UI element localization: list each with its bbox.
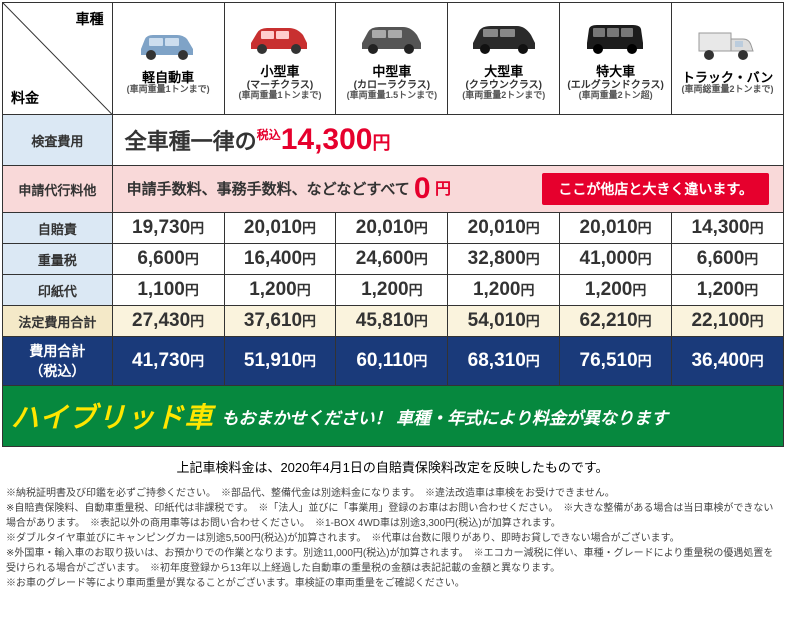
price-cell: 24,600円	[336, 244, 448, 275]
price-cell: 54,010円	[448, 306, 560, 337]
hybrid-cell: ハイブリッド車 もおまかせください！ 車種・年式により料金が異なります	[3, 386, 784, 447]
juryozei-label: 重量税	[3, 244, 113, 275]
price-cell: 76,510円	[560, 337, 672, 386]
price-cell: 60,110円	[336, 337, 448, 386]
price-cell: 51,910円	[224, 337, 336, 386]
car-name: 小型車	[227, 64, 334, 80]
price-cell: 22,100円	[672, 306, 784, 337]
price-cell: 19,730円	[112, 213, 224, 244]
hybrid-title: ハイブリッド車	[11, 396, 213, 436]
hybrid-row: ハイブリッド車 もおまかせください！ 車種・年式により料金が異なります	[3, 386, 784, 447]
car-header-4: 特大車 (エルグランドクラス) (車両重量2トン超)	[560, 3, 672, 115]
difference-badge: ここが他店と大きく違います。	[542, 173, 769, 205]
price-cell: 14,300円	[672, 213, 784, 244]
car-icon	[464, 18, 544, 58]
price-cell: 37,610円	[224, 306, 336, 337]
car-header-0: 軽自動車 (車両重量1トンまで)	[112, 3, 224, 115]
price-cell: 20,010円	[448, 213, 560, 244]
price-cell: 27,430円	[112, 306, 224, 337]
agency-row: 申請代行料他 申請手数料、事務手数料、などなどすべて 0 円 ここが他店と大きく…	[3, 166, 784, 213]
price-cell: 36,400円	[672, 337, 784, 386]
car-icon	[352, 18, 432, 58]
car-header-3: 大型車 (クラウンクラス) (車両重量2トンまで)	[448, 3, 560, 115]
car-icon	[688, 24, 768, 64]
car-weight: (車両重量1.5トンまで)	[338, 91, 445, 101]
car-weight: (車両重量1トンまで)	[227, 91, 334, 101]
price-cell: 20,010円	[560, 213, 672, 244]
car-header-1: 小型車 (マーチクラス) (車両重量1トンまで)	[224, 3, 336, 115]
inspection-value: 全車種一律の税込14,300円	[112, 115, 783, 166]
price-cell: 41,730円	[112, 337, 224, 386]
price-cell: 1,200円	[448, 275, 560, 306]
car-icon	[128, 24, 208, 64]
price-cell: 6,600円	[112, 244, 224, 275]
jibaiseki-row: 自賠責 19,730円 20,010円 20,010円 20,010円 20,0…	[3, 213, 784, 244]
car-weight: (車両重量2トン超)	[562, 91, 669, 101]
inshi-row: 印紙代 1,100円 1,200円 1,200円 1,200円 1,200円 1…	[3, 275, 784, 306]
car-name: 中型車	[338, 64, 445, 80]
fine-print: ※納税証明書及び印鑑を必ずご持参ください。 ※部品代、整備代金は別途料金になりま…	[6, 486, 779, 591]
car-name: 軽自動車	[115, 70, 222, 86]
price-cell: 41,000円	[560, 244, 672, 275]
price-table: 車種 料金 軽自動車 (車両重量1トンまで) 小型車 (マーチクラス) (車両重…	[2, 2, 784, 447]
price-cell: 1,200円	[336, 275, 448, 306]
total-label: 費用合計 （税込）	[3, 337, 113, 386]
price-cell: 16,400円	[224, 244, 336, 275]
price-cell: 1,200円	[672, 275, 784, 306]
car-icon	[240, 18, 320, 58]
price-cell: 62,210円	[560, 306, 672, 337]
revision-note: 上記車検料金は、2020年4月1日の自賠責保険料改定を反映したものです。	[4, 457, 781, 476]
hybrid-text: もおまかせください！ 車種・年式により料金が異なります	[221, 404, 667, 429]
car-weight: (車両総重量2トンまで)	[674, 85, 781, 95]
price-cell: 32,800円	[448, 244, 560, 275]
price-cell: 6,600円	[672, 244, 784, 275]
price-cell: 45,810円	[336, 306, 448, 337]
jibaiseki-label: 自賠責	[3, 213, 113, 244]
inspection-row: 検査費用 全車種一律の税込14,300円	[3, 115, 784, 166]
header-car-type: 車種	[76, 9, 104, 29]
hotei-row: 法定費用合計 27,430円 37,610円 45,810円 54,010円 6…	[3, 306, 784, 337]
price-cell: 20,010円	[336, 213, 448, 244]
total-row: 費用合計 （税込） 41,730円 51,910円 60,110円 68,310…	[3, 337, 784, 386]
header-fee: 料金	[11, 88, 39, 108]
agency-label: 申請代行料他	[3, 166, 113, 213]
car-name: 特大車	[562, 64, 669, 80]
agency-cell: 申請手数料、事務手数料、などなどすべて 0 円 ここが他店と大きく違います。	[112, 166, 783, 213]
car-header-5: トラック・バン (車両総重量2トンまで)	[672, 3, 784, 115]
price-cell: 1,200円	[560, 275, 672, 306]
car-weight: (車両重量2トンまで)	[450, 91, 557, 101]
price-cell: 20,010円	[224, 213, 336, 244]
inshi-label: 印紙代	[3, 275, 113, 306]
price-cell: 1,100円	[112, 275, 224, 306]
agency-text: 申請手数料、事務手数料、などなどすべて 0 円	[127, 172, 451, 206]
car-header-2: 中型車 (カローラクラス) (車両重量1.5トンまで)	[336, 3, 448, 115]
diagonal-header: 車種 料金	[3, 3, 113, 115]
price-cell: 68,310円	[448, 337, 560, 386]
car-name: 大型車	[450, 64, 557, 80]
car-name: トラック・バン	[674, 70, 781, 86]
car-icon	[576, 18, 656, 58]
hotei-label: 法定費用合計	[3, 306, 113, 337]
juryozei-row: 重量税 6,600円 16,400円 24,600円 32,800円 41,00…	[3, 244, 784, 275]
car-weight: (車両重量1トンまで)	[115, 85, 222, 95]
header-row: 車種 料金 軽自動車 (車両重量1トンまで) 小型車 (マーチクラス) (車両重…	[3, 3, 784, 115]
inspection-label: 検査費用	[3, 115, 113, 166]
price-cell: 1,200円	[224, 275, 336, 306]
